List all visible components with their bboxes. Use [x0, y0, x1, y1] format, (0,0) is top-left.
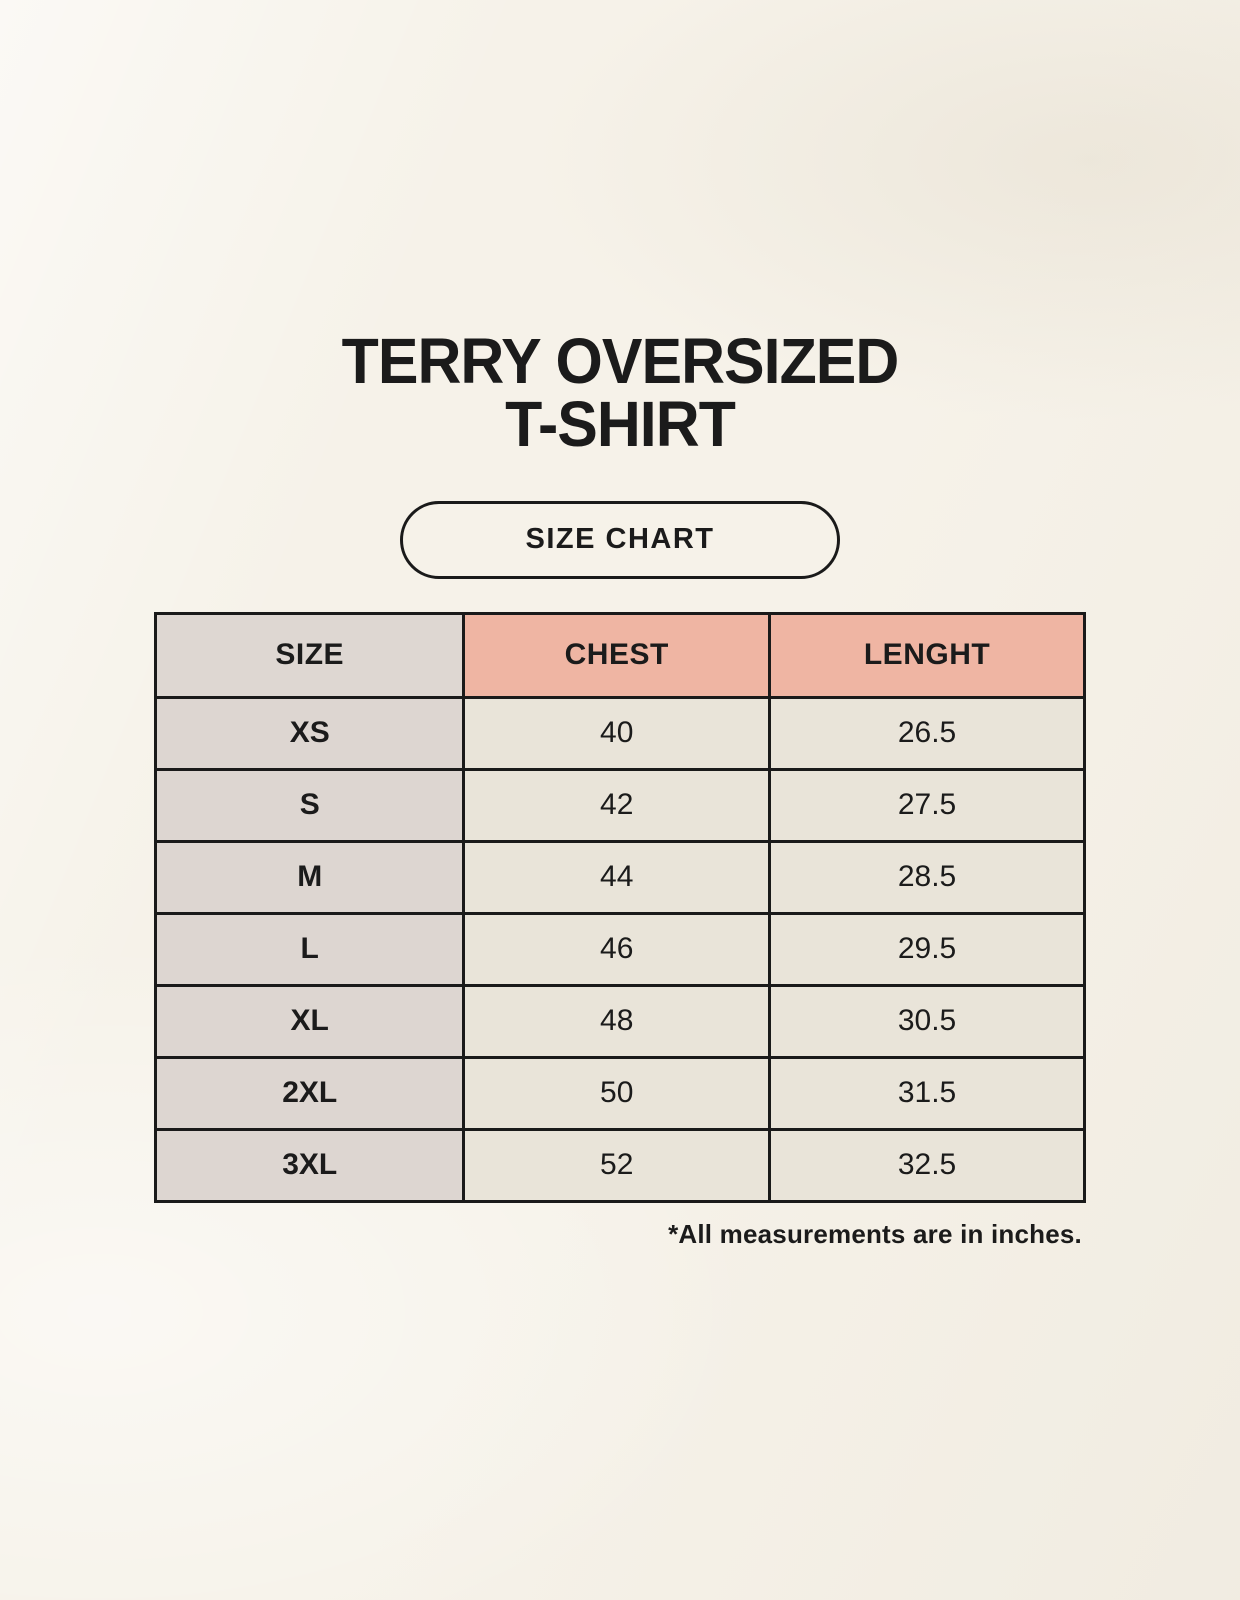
- length-cell: 27.5: [768, 767, 1086, 843]
- table-row: S 42 27.5: [153, 767, 1086, 843]
- title-line-1: TERRY OVERSIZED: [341, 325, 900, 397]
- size-cell: L: [153, 911, 466, 987]
- chest-cell: 44: [462, 839, 772, 915]
- chest-cell: 46: [462, 911, 772, 987]
- size-table-body: XS 40 26.5 S 42 27.5 M 44 28.5 L 46 29.5…: [153, 695, 1086, 1203]
- length-cell: 32.5: [768, 1127, 1086, 1203]
- table-row: 3XL 52 32.5: [153, 1127, 1086, 1203]
- table-row: M 44 28.5: [153, 839, 1086, 915]
- table-row: XS 40 26.5: [153, 695, 1086, 771]
- size-chart-badge: SIZE CHART: [400, 500, 840, 579]
- length-cell: 28.5: [768, 839, 1086, 915]
- chest-cell: 48: [462, 983, 772, 1059]
- table-row: 2XL 50 31.5: [153, 1055, 1086, 1131]
- length-cell: 26.5: [768, 695, 1086, 771]
- size-table: SIZE CHEST LENGHT XS 40 26.5 S 42 27.5 M…: [153, 611, 1086, 1203]
- length-cell: 31.5: [768, 1055, 1086, 1131]
- size-cell: M: [153, 839, 466, 915]
- size-cell: XS: [153, 695, 466, 771]
- length-cell: 29.5: [768, 911, 1086, 987]
- length-cell: 30.5: [768, 983, 1086, 1059]
- measurements-footnote: *All measurements are in inches.: [668, 1218, 1082, 1249]
- title-line-2: T-SHIRT: [505, 388, 736, 461]
- size-chart-badge-label: SIZE CHART: [525, 523, 715, 556]
- table-row: XL 48 30.5: [153, 983, 1086, 1059]
- chest-cell: 50: [462, 1055, 772, 1131]
- header-row: SIZE CHEST LENGHT: [153, 611, 1086, 699]
- chest-cell: 42: [462, 767, 772, 843]
- size-cell: S: [153, 767, 466, 843]
- product-title: TERRY OVERSIZED T-SHIRT: [31, 329, 1209, 461]
- size-table-header: SIZE CHEST LENGHT: [153, 611, 1086, 699]
- header-cell-size: SIZE: [153, 611, 466, 699]
- header-cell-chest: CHEST: [462, 611, 772, 699]
- table-row: L 46 29.5: [153, 911, 1086, 987]
- size-cell: 3XL: [153, 1127, 466, 1203]
- chest-cell: 40: [462, 695, 772, 771]
- header-cell-length: LENGHT: [768, 611, 1086, 699]
- size-cell: XL: [153, 983, 466, 1059]
- chest-cell: 52: [462, 1127, 772, 1203]
- size-cell: 2XL: [153, 1055, 466, 1131]
